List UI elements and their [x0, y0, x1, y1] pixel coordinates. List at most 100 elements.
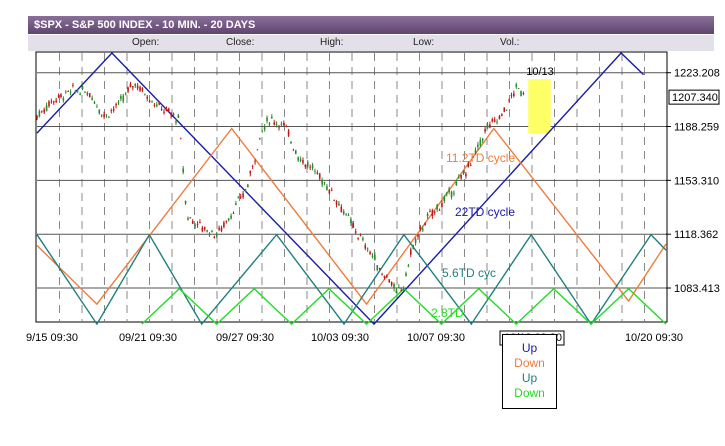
candle-body	[460, 175, 462, 179]
candle-body	[163, 111, 165, 113]
candle-body	[496, 121, 498, 123]
candle-body	[275, 124, 278, 125]
candle-body	[62, 98, 65, 101]
candle-body	[146, 96, 149, 99]
candle-body	[285, 126, 288, 128]
candle-body	[187, 218, 189, 220]
candle-body	[450, 191, 453, 198]
candle-body	[515, 84, 518, 87]
candle-body	[378, 268, 381, 270]
candle-body	[220, 227, 223, 231]
x-tick-label: 09/21 09:30	[119, 332, 177, 344]
candle-body	[251, 165, 254, 167]
candle-body	[412, 245, 415, 249]
candle-body	[120, 96, 122, 99]
candle-body	[60, 93, 62, 98]
cycle-legend: Up Down Up Down	[502, 334, 557, 409]
candle-body	[501, 114, 503, 116]
candle-body	[306, 162, 309, 166]
candle-body	[139, 86, 141, 91]
candle-body	[386, 275, 388, 278]
candle-body	[223, 222, 225, 228]
candle-body	[498, 115, 501, 120]
candle-body	[117, 102, 120, 104]
candle-body	[350, 218, 352, 223]
cycle-line-1	[36, 127, 667, 306]
x-tick-label: 10/07 09:30	[407, 332, 465, 344]
candle-body	[316, 172, 319, 174]
x-tick-label: 10/03 09:30	[311, 332, 369, 344]
candle-body	[393, 283, 395, 289]
high-label: High:	[320, 37, 344, 48]
candle-body	[278, 127, 280, 129]
candle-body	[318, 173, 321, 179]
candle-body	[239, 196, 242, 198]
highlight-region: 10/13	[526, 66, 554, 134]
candle-body	[43, 109, 45, 113]
candle-body	[292, 149, 295, 151]
candle-body	[328, 190, 331, 194]
candle-body	[405, 273, 407, 276]
candle-body	[110, 110, 113, 112]
candle-body	[362, 237, 364, 240]
candle-body	[72, 85, 74, 86]
candle-body	[453, 192, 455, 194]
candle-body	[259, 138, 261, 140]
candle-body	[503, 107, 506, 112]
candle-body	[112, 108, 115, 111]
candle-body	[38, 111, 41, 117]
candle-body	[417, 234, 419, 237]
candle-body	[366, 248, 369, 250]
candle-body	[247, 184, 249, 188]
candle-body	[457, 177, 460, 179]
candle-body	[108, 116, 110, 118]
candle-body	[129, 83, 132, 87]
candle-body	[347, 215, 350, 217]
candle-body	[489, 124, 491, 128]
candle-body	[390, 281, 393, 286]
candle-body	[304, 164, 307, 168]
candle-body	[513, 93, 515, 97]
candle-body	[144, 94, 146, 96]
candle-body	[232, 213, 235, 214]
candle-body	[45, 105, 48, 112]
y-tick-label: 1153.310	[674, 175, 719, 187]
candle-body	[203, 227, 206, 230]
candle-body	[357, 238, 359, 240]
candle-body	[445, 192, 448, 195]
candle-body	[400, 289, 403, 291]
candle-body	[115, 104, 117, 106]
candle-body	[465, 173, 467, 177]
candle-body	[201, 227, 204, 232]
candle-body	[132, 86, 134, 88]
candle-body	[429, 211, 431, 212]
last-price-box	[668, 89, 720, 105]
candle-body	[426, 213, 429, 217]
candle-body	[148, 100, 151, 103]
candle-body	[81, 86, 84, 89]
highlight-date-label: 10/13	[526, 66, 554, 78]
candle-body	[167, 108, 170, 111]
candle-body	[352, 223, 355, 228]
candle-body	[227, 218, 230, 221]
legend-item-22td: Up	[521, 341, 538, 355]
candle-body	[381, 274, 383, 275]
cycle-label: 22TD cycle	[455, 205, 515, 219]
candle-body	[477, 144, 479, 148]
candle-body	[48, 101, 50, 107]
candle-body	[40, 110, 43, 112]
candle-body	[491, 119, 494, 122]
candle-body	[345, 214, 347, 216]
candle-body	[122, 95, 125, 102]
candle-body	[96, 106, 98, 108]
candle-body	[74, 90, 77, 93]
candle-body	[311, 165, 314, 169]
candle-body	[84, 91, 86, 93]
candle-body	[443, 196, 446, 202]
candle-body	[371, 255, 374, 257]
candle-body	[67, 91, 69, 93]
cycle-label: 11.2TD cycle	[446, 151, 515, 165]
candle-body	[448, 188, 450, 192]
candle-body	[323, 182, 326, 183]
